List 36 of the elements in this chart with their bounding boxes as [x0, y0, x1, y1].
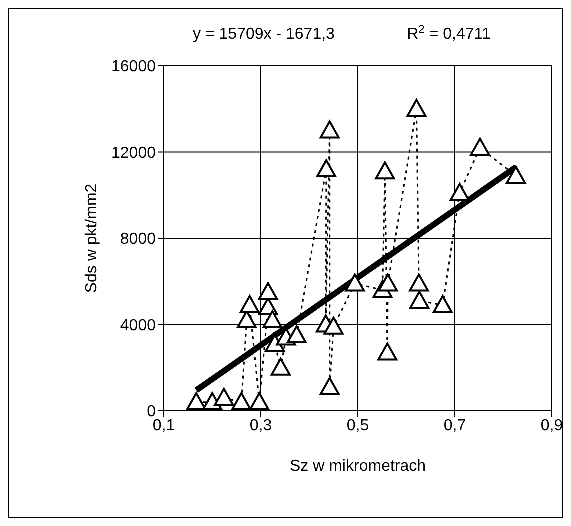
point [324, 316, 344, 335]
y-tick-label: 16000 [112, 58, 156, 76]
point [375, 162, 396, 180]
point [410, 291, 430, 310]
point [240, 295, 260, 314]
point [450, 183, 470, 202]
x-axis-title: Sz w mikrometrach [290, 458, 426, 475]
point [316, 160, 336, 178]
point [232, 392, 252, 410]
point [409, 274, 430, 292]
y-tick-label: 8000 [120, 231, 156, 248]
point [470, 138, 490, 156]
text: R$^{2}$ = 0,4711 [407, 24, 491, 43]
x-tick-label: 0,3 [250, 417, 272, 434]
point [345, 274, 366, 292]
point [286, 326, 307, 344]
x-tick-label: 0,7 [444, 417, 466, 434]
point [506, 166, 526, 184]
point [258, 282, 278, 300]
y-axis-title: Sds w pkt/mm2 [84, 184, 101, 294]
point [250, 392, 270, 410]
point [270, 358, 291, 376]
text: y = 15709x - 1671,3 [193, 26, 336, 43]
point [262, 310, 283, 328]
point [214, 388, 234, 406]
point [378, 342, 398, 361]
point [432, 295, 453, 314]
point [186, 392, 206, 410]
x-tick-label: 0,9 [540, 417, 564, 434]
y-tick-label: 12000 [112, 144, 156, 162]
point [378, 274, 398, 292]
point [320, 120, 340, 139]
point [320, 377, 340, 396]
y-tick-label: 4000 [120, 317, 156, 334]
point [406, 99, 427, 118]
x-tick-label: 0,5 [346, 417, 370, 434]
